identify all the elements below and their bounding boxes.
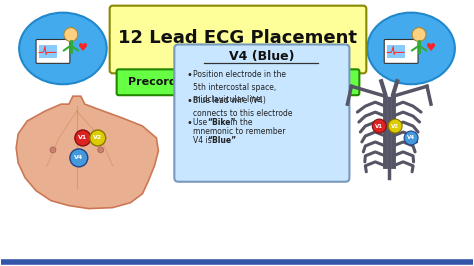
- Circle shape: [412, 28, 426, 41]
- Text: Use: Use: [193, 118, 210, 127]
- Text: Position electrode in the
5th intercostal space,
midclavicular line: Position electrode in the 5th intercosta…: [193, 70, 286, 104]
- Text: V4 (Blue): V4 (Blue): [229, 50, 295, 63]
- Text: in the: in the: [228, 118, 253, 127]
- Text: •: •: [186, 118, 192, 128]
- Text: mnemonic to remember: mnemonic to remember: [193, 127, 286, 136]
- Text: •: •: [186, 96, 192, 106]
- FancyBboxPatch shape: [36, 39, 70, 63]
- Text: ♥: ♥: [78, 43, 88, 53]
- FancyBboxPatch shape: [387, 45, 405, 59]
- FancyBboxPatch shape: [384, 39, 418, 63]
- Text: V2: V2: [93, 135, 102, 140]
- Circle shape: [388, 119, 402, 133]
- Text: Blue lead wire (V4)
connects to this electrode: Blue lead wire (V4) connects to this ele…: [193, 96, 293, 118]
- Ellipse shape: [19, 13, 107, 84]
- FancyBboxPatch shape: [174, 44, 349, 182]
- Text: “Blue”: “Blue”: [207, 136, 236, 145]
- Text: 12 Lead ECG Placement: 12 Lead ECG Placement: [118, 30, 357, 48]
- FancyBboxPatch shape: [117, 69, 359, 95]
- Polygon shape: [16, 96, 158, 209]
- Circle shape: [404, 131, 418, 145]
- Circle shape: [50, 147, 56, 153]
- Circle shape: [64, 28, 78, 41]
- Text: V4: V4: [407, 135, 415, 140]
- Circle shape: [70, 149, 88, 167]
- Text: •: •: [186, 70, 192, 80]
- Text: V1: V1: [375, 123, 383, 128]
- Ellipse shape: [367, 13, 455, 84]
- Text: V1: V1: [78, 135, 87, 140]
- Text: V4: V4: [74, 155, 83, 160]
- Circle shape: [372, 119, 386, 133]
- Text: V2: V2: [391, 123, 399, 128]
- FancyBboxPatch shape: [39, 45, 57, 59]
- Text: Precordial Electrodes & Lead Wires: Precordial Electrodes & Lead Wires: [128, 77, 348, 87]
- Circle shape: [98, 147, 104, 153]
- FancyBboxPatch shape: [109, 6, 366, 73]
- Text: V4 is: V4 is: [193, 136, 214, 145]
- Text: “Bike”: “Bike”: [207, 118, 236, 127]
- Text: ♥: ♥: [426, 43, 436, 53]
- Circle shape: [75, 130, 91, 146]
- Circle shape: [90, 130, 106, 146]
